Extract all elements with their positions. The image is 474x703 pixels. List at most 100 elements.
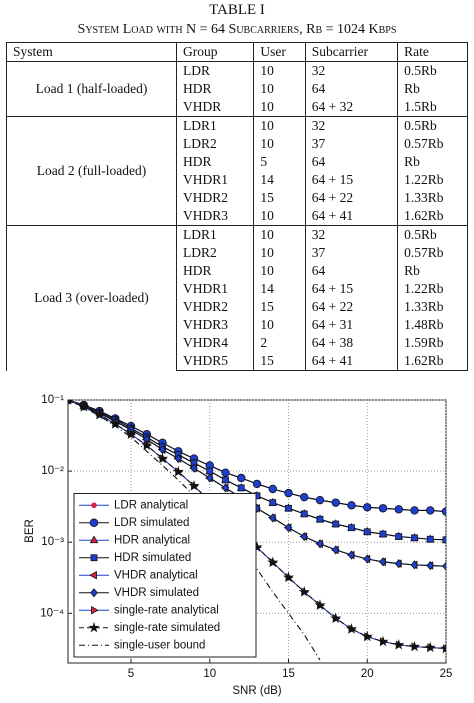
table-cell: VHDR4 [175,334,255,352]
marker [125,428,137,440]
marker [330,612,342,624]
table-cell: 1.5Rb [397,98,468,117]
table-row: VHDR3 10 64 + 31 1.48Rb [7,316,468,334]
marker [441,507,446,516]
table-row: VHDR1 14 64 + 15 1.22Rb [7,280,468,298]
table-row: Load 2 (full-loaded) LDR1 10 32 0.5Rb [6,116,468,226]
marker [206,467,214,475]
marker [285,504,292,512]
system-cell: Load 3 (over-loaded) [6,225,177,371]
marker [363,503,372,512]
marker [300,531,309,542]
table-cell: 64 + 32 [304,98,399,117]
table-cell: VHDR1 [175,280,255,298]
table-cell: 10 [253,244,306,262]
table-cell: 10 [253,262,306,280]
marker [91,502,97,509]
marker [440,642,446,654]
marker [363,554,372,564]
x-tick-label: 5 [128,668,134,680]
table-cell: 1.22Rb [397,171,468,189]
table-cell: 10 [253,98,306,117]
chart: SNR (dB) BER 5 10 15 20 25 10⁻¹ 10⁻² 10⁻³ 10⁻⁴ LD… [24,394,453,697]
table-cell: Rb [397,153,468,171]
marker [141,439,153,451]
table-cell: 64 + 31 [304,316,399,334]
table-cell: 0.5Rb [397,225,468,244]
y-tick-label: 10⁻² [41,465,64,477]
table-row: LDR2 10 37 0.57Rb [7,135,468,153]
marker [88,621,100,633]
marker [347,550,356,560]
table-row: HDR 5 64 Rb [7,153,468,171]
table-cell: 15 [253,352,306,371]
legend-label: single-rate analytical [114,604,219,616]
marker [314,599,326,610]
table-cell: 37 [304,244,399,262]
table-row: Load 3 (over-loaded) LDR1 10 32 0.5Rb [6,225,468,371]
legend: LDR analytical LDR simulated HDR analytica… [73,493,257,658]
table-cell: 0.57Rb [397,135,468,153]
marker [90,588,98,598]
table-cell: 15 [253,298,306,316]
marker [237,473,246,483]
marker [315,495,325,505]
y-tick-label: 10⁻⁴ [40,607,64,619]
marker [221,483,230,493]
table-title: TABLE I [209,2,265,18]
table-cell: Rb [397,262,468,280]
marker [268,484,277,494]
system-cell: Load 1 (half-loaded) [6,61,177,117]
table-cell: 2 [253,334,306,352]
system-cell: Load 2 (full-loaded) [6,116,177,226]
legend-label: HDR analytical [114,534,190,546]
table-cell: 1.33Rb [397,189,468,207]
marker [269,499,277,507]
column-header: Subcarrier [304,42,399,62]
table-cell: 15 [253,189,306,207]
x-tick-label: 15 [282,668,295,680]
marker [237,484,245,492]
marker [252,479,262,489]
marker [222,476,229,484]
marker [395,533,403,540]
legend-label: single-rate simulated [114,622,220,634]
table-cell: 1.33Rb [397,298,468,316]
marker [331,545,340,555]
marker [363,528,371,536]
marker [282,571,295,583]
table-cell: 64 + 22 [304,189,399,207]
y-tick-label: 10⁻³ [41,536,64,548]
x-tick-label: 25 [440,668,453,680]
marker [156,452,169,464]
table-cell: 0.5Rb [397,116,468,135]
table-cell: 1.62Rb [397,352,468,371]
table-cell: 1.22Rb [397,280,468,298]
marker [361,630,373,642]
marker [411,534,418,542]
marker [90,554,98,562]
table-cell: 10 [253,316,306,334]
table-row: VHDR5 15 64 + 41 1.62Rb [7,352,468,371]
marker [442,536,446,544]
marker [377,635,389,647]
table-cell: 64 [304,262,399,280]
legend-label: VHDR simulated [114,587,199,599]
marker [190,463,198,473]
table-caption: System Load with N = 64 Subcarriers, Rb … [77,22,397,37]
table-row: VHDR 10 64 + 32 1.5Rb [7,98,468,117]
marker [408,640,421,652]
table-row: VHDR2 15 64 + 22 1.33Rb [7,298,468,316]
marker [300,492,309,502]
marker [300,510,308,518]
table-cell: Rb [397,80,468,98]
table-cell: 64 + 41 [304,207,399,226]
y-tick-label: 10⁻¹ [41,394,64,406]
marker [316,515,324,523]
x-tick-label: 10 [203,668,216,680]
marker [426,535,434,543]
table-cell: 1.48Rb [397,316,468,334]
table-cell: VHDR3 [175,207,255,226]
column-header: User [253,42,306,62]
